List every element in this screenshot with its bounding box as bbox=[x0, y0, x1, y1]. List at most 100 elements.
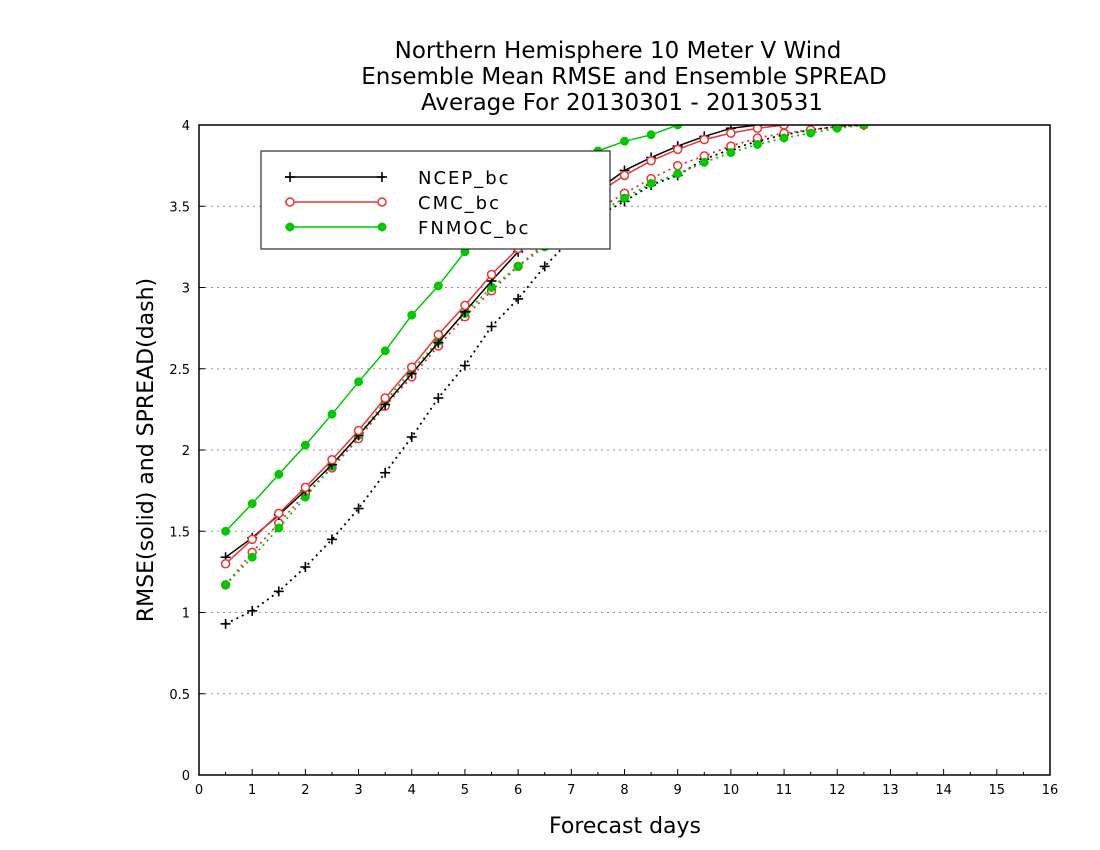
data-point-CMC_bc-rmse-16 bbox=[646, 156, 656, 166]
title-line-3: Average For 20130301 - 20130531 bbox=[421, 90, 823, 116]
data-point-FNMOC_bc-spread-21 bbox=[779, 133, 789, 143]
x-tick-label-6: 6 bbox=[514, 783, 522, 798]
data-point-NCEP_bc-spread-7 bbox=[406, 432, 417, 442]
series-line-CMC_bc-spread bbox=[224, 125, 872, 586]
x-tick-label-1: 1 bbox=[248, 783, 256, 798]
data-point-NCEP_bc-spread-10 bbox=[486, 321, 497, 332]
x-axis-label: Forecast days bbox=[549, 814, 701, 839]
data-point-CMC_bc-rmse-6 bbox=[380, 393, 390, 403]
data-point-NCEP_bc-spread-8 bbox=[433, 393, 444, 403]
data-point-CMC_bc-rmse-10 bbox=[486, 269, 497, 280]
data-point-CMC_bc-rmse-21 bbox=[779, 125, 789, 130]
data-point-CMC_bc-rmse-20 bbox=[752, 125, 763, 133]
data-point-CMC_bc-rmse-17 bbox=[672, 144, 683, 155]
x-tick-label-11: 11 bbox=[776, 783, 793, 798]
data-point-FNMOC_bc-rmse-4 bbox=[327, 409, 337, 419]
legend-marker-start-FNMOC_bc bbox=[285, 222, 295, 232]
data-point-CMC_bc-rmse-8 bbox=[433, 329, 444, 340]
x-tick-label-7: 7 bbox=[567, 783, 575, 798]
data-point-FNMOC_bc-spread-0 bbox=[221, 580, 231, 590]
data-point-FNMOC_bc-rmse-6 bbox=[380, 346, 390, 356]
data-point-CMC_bc-rmse-0 bbox=[220, 559, 231, 569]
data-point-CMC_bc-rmse-5 bbox=[353, 425, 364, 436]
legend-marker-start-CMC_bc bbox=[285, 197, 295, 207]
data-point-FNMOC_bc-spread-2 bbox=[274, 523, 284, 533]
data-point-FNMOC_bc-spread-23 bbox=[832, 125, 842, 133]
data-point-NCEP_bc-spread-4 bbox=[326, 534, 337, 545]
x-tick-label-3: 3 bbox=[354, 783, 362, 798]
legend: NCEP_bc CMC_bc FNMOC_bc bbox=[260, 150, 611, 250]
x-tick-label-14: 14 bbox=[935, 783, 952, 798]
data-point-FNMOC_bc-rmse-16 bbox=[646, 130, 656, 140]
data-point-NCEP_bc-spread-2 bbox=[273, 586, 284, 597]
legend-entry-CMC_bc: CMC_bc bbox=[285, 193, 501, 214]
x-tick-label-8: 8 bbox=[620, 783, 628, 798]
data-point-NCEP_bc-rmse-8 bbox=[433, 337, 444, 348]
legend-marker-start-NCEP_bc bbox=[285, 172, 295, 182]
data-point-FNMOC_bc-rmse-7 bbox=[407, 310, 417, 320]
x-tick-label-2: 2 bbox=[301, 783, 309, 798]
data-point-FNMOC_bc-rmse-0 bbox=[221, 526, 231, 536]
data-point-FNMOC_bc-spread-20 bbox=[753, 140, 762, 149]
gridlines bbox=[199, 205, 1050, 695]
legend-entry-NCEP_bc: NCEP_bc bbox=[285, 168, 511, 189]
data-point-FNMOC_bc-spread-11 bbox=[513, 261, 523, 271]
series-layer bbox=[220, 125, 872, 629]
data-point-CMC_bc-rmse-2 bbox=[274, 508, 284, 519]
data-point-FNMOC_bc-rmse-3 bbox=[300, 440, 310, 450]
legend-marker-end-CMC_bc bbox=[377, 197, 387, 207]
y-tick-label-5: 2.5 bbox=[169, 363, 190, 378]
y-tick-label-6: 3 bbox=[182, 282, 190, 297]
data-point-FNMOC_bc-spread-17 bbox=[673, 169, 683, 179]
x-tick-label-5: 5 bbox=[461, 783, 469, 798]
x-tick-label-16: 16 bbox=[1042, 783, 1059, 798]
y-tick-label-7: 3.5 bbox=[169, 200, 190, 215]
data-point-NCEP_bc-spread-1 bbox=[247, 605, 258, 616]
legend-marker-end-NCEP_bc bbox=[377, 172, 387, 182]
data-point-NCEP_bc-spread-11 bbox=[513, 293, 524, 304]
data-point-NCEP_bc-spread-3 bbox=[300, 562, 311, 572]
legend-label-CMC_bc: CMC_bc bbox=[418, 193, 501, 214]
data-point-FNMOC_bc-spread-18 bbox=[699, 157, 709, 167]
data-point-FNMOC_bc-spread-16 bbox=[646, 179, 656, 188]
x-tick-label-13: 13 bbox=[882, 783, 899, 798]
series-FNMOC_bc-rmse bbox=[221, 125, 683, 536]
x-tick-label-15: 15 bbox=[989, 783, 1006, 798]
data-point-CMC_bc-rmse-3 bbox=[300, 482, 311, 493]
data-point-FNMOC_bc-spread-1 bbox=[247, 552, 257, 562]
y-tick-label-3: 1.5 bbox=[169, 525, 190, 540]
data-point-CMC_bc-spread-17 bbox=[672, 160, 683, 171]
data-point-FNMOC_bc-rmse-5 bbox=[354, 377, 364, 387]
title-line-1: Northern Hemisphere 10 Meter V Wind bbox=[395, 38, 842, 64]
data-point-FNMOC_bc-spread-22 bbox=[806, 128, 816, 138]
x-tick-label-12: 12 bbox=[829, 783, 846, 798]
legend-label-NCEP_bc: NCEP_bc bbox=[418, 168, 511, 189]
data-point-FNMOC_bc-rmse-8 bbox=[433, 281, 443, 291]
x-tick-label-0: 0 bbox=[195, 783, 203, 798]
y-tick-label-8: 4 bbox=[182, 119, 190, 134]
series-line-CMC_bc-rmse bbox=[225, 125, 791, 565]
data-point-FNMOC_bc-rmse-2 bbox=[274, 469, 284, 479]
data-point-NCEP_bc-spread-9 bbox=[459, 360, 470, 371]
data-point-CMC_bc-rmse-15 bbox=[619, 170, 630, 181]
legend-box bbox=[260, 150, 611, 250]
x-tick-label-9: 9 bbox=[674, 783, 682, 798]
data-point-FNMOC_bc-spread-19 bbox=[726, 148, 736, 158]
data-point-NCEP_bc-spread-12 bbox=[539, 261, 550, 272]
data-point-CMC_bc-rmse-4 bbox=[327, 455, 337, 465]
x-tick-label-10: 10 bbox=[723, 783, 740, 798]
data-point-FNMOC_bc-spread-15 bbox=[620, 193, 629, 203]
series-line-FNMOC_bc-rmse bbox=[225, 125, 682, 532]
data-point-NCEP_bc-spread-5 bbox=[353, 503, 364, 514]
data-point-CMC_bc-rmse-18 bbox=[699, 134, 710, 145]
data-point-CMC_bc-rmse-19 bbox=[726, 128, 736, 138]
data-point-CMC_bc-rmse-1 bbox=[247, 534, 257, 545]
y-tick-label-0: 0 bbox=[182, 769, 190, 784]
axis-ticks: 0 1 2 3 4 5 6 7 8 9 10 11 12 13 14 15 1600.511.522.533.5… bbox=[169, 119, 1058, 798]
data-point-CMC_bc-rmse-7 bbox=[407, 362, 417, 372]
data-point-NCEP_bc-spread-6 bbox=[380, 467, 391, 478]
data-point-CMC_bc-rmse-9 bbox=[460, 300, 470, 311]
data-point-FNMOC_bc-rmse-1 bbox=[247, 499, 257, 509]
y-tick-label-2: 1 bbox=[182, 607, 190, 622]
